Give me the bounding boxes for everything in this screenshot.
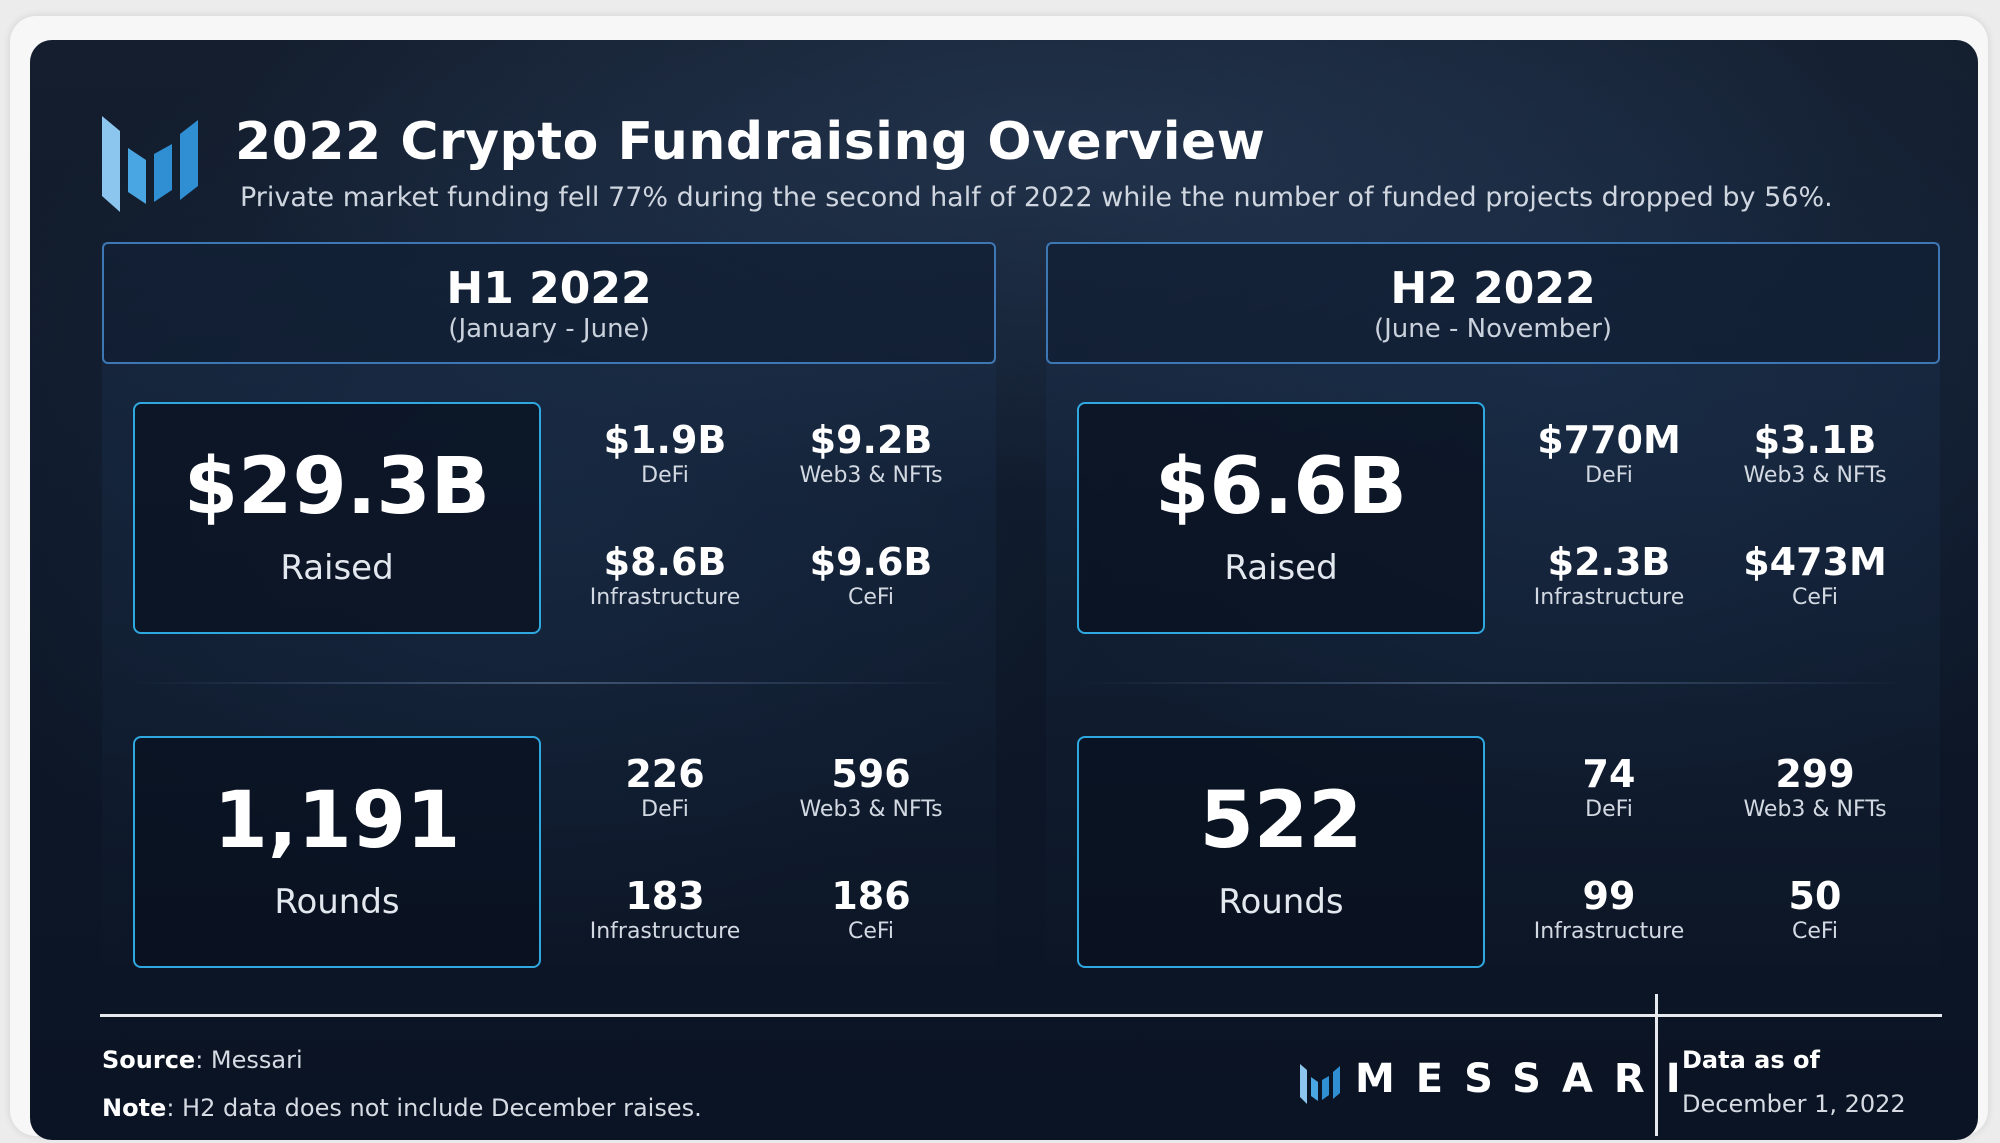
stat-value: $1.9B — [603, 418, 727, 462]
raised-total-box: $29.3B Raised — [133, 402, 541, 634]
half-header: H1 2022 (January - June) — [102, 242, 996, 364]
stat-value: 99 — [1582, 874, 1636, 918]
stat-value: $9.6B — [809, 540, 933, 584]
stat-label: Web3 & NFTs — [1743, 463, 1887, 488]
messari-m-icon — [102, 116, 198, 212]
note-label: Note — [102, 1094, 167, 1122]
stat-cefi-rounds: 50 CeFi — [1715, 874, 1915, 946]
section-divider — [1076, 682, 1906, 684]
stat-defi-raised: $1.9B DeFi — [565, 418, 765, 490]
stat-label: Infrastructure — [589, 585, 741, 610]
stat-label: DeFi — [641, 797, 689, 822]
stat-label: DeFi — [1585, 797, 1633, 822]
stat-value: 74 — [1582, 752, 1636, 796]
stat-infrastructure-rounds: 183 Infrastructure — [565, 874, 765, 946]
raised-total-label: Raised — [280, 548, 394, 588]
stat-label: CeFi — [1791, 585, 1839, 610]
stat-label: DeFi — [641, 463, 689, 488]
data-as-of-label: Data as of — [1682, 1046, 1820, 1074]
stat-infrastructure-raised: $8.6B Infrastructure — [565, 540, 765, 612]
stat-label: DeFi — [1585, 463, 1633, 488]
stat-defi-rounds: 74 DeFi — [1509, 752, 1709, 824]
note-value: : H2 data does not include December rais… — [166, 1094, 702, 1122]
source-label: Source — [102, 1046, 196, 1074]
stat-label: Infrastructure — [1533, 919, 1685, 944]
stat-value: $8.6B — [603, 540, 727, 584]
stat-value: 299 — [1775, 752, 1855, 796]
raised-total-value: $29.3B — [183, 442, 491, 532]
rounds-total-value: 522 — [1199, 776, 1363, 866]
stat-web3-raised: $3.1B Web3 & NFTs — [1715, 418, 1915, 490]
half-date-range: (June - November) — [1373, 314, 1613, 344]
stat-label: CeFi — [1791, 919, 1839, 944]
page-title: 2022 Crypto Fundraising Overview — [235, 112, 1266, 172]
half-h2-panel: H2 2022 (June - November) $6.6B Raised $… — [1046, 242, 1940, 968]
data-as-of-date: December 1, 2022 — [1682, 1090, 1906, 1118]
page-subtitle: Private market funding fell 77% during t… — [240, 182, 1833, 213]
stat-web3-rounds: 299 Web3 & NFTs — [1715, 752, 1915, 824]
stat-value: 226 — [625, 752, 705, 796]
half-header: H2 2022 (June - November) — [1046, 242, 1940, 364]
rounds-total-label: Rounds — [274, 882, 400, 922]
stat-label: Web3 & NFTs — [1743, 797, 1887, 822]
stat-cefi-rounds: 186 CeFi — [771, 874, 971, 946]
stat-label: Web3 & NFTs — [799, 797, 943, 822]
messari-wordmark: MESSARI — [1355, 1056, 1702, 1102]
stat-value: 186 — [831, 874, 911, 918]
stat-infrastructure-raised: $2.3B Infrastructure — [1509, 540, 1709, 612]
stat-value: $770M — [1537, 418, 1681, 462]
rounds-total-box: 522 Rounds — [1077, 736, 1485, 968]
half-date-range: (January - June) — [448, 314, 650, 344]
source-line: Source: Messari — [102, 1046, 303, 1074]
stat-infrastructure-rounds: 99 Infrastructure — [1509, 874, 1709, 946]
stat-defi-rounds: 226 DeFi — [565, 752, 765, 824]
footer-divider — [100, 1014, 1942, 1017]
stat-value: 50 — [1788, 874, 1842, 918]
footer-vertical-divider — [1655, 994, 1658, 1136]
outer-frame: 2022 Crypto Fundraising Overview Private… — [10, 16, 1988, 1140]
stat-cefi-raised: $9.6B CeFi — [771, 540, 971, 612]
stat-defi-raised: $770M DeFi — [1509, 418, 1709, 490]
rounds-total-value: 1,191 — [213, 776, 461, 866]
stat-value: $3.1B — [1753, 418, 1877, 462]
stat-value: 596 — [831, 752, 911, 796]
raised-total-label: Raised — [1224, 548, 1338, 588]
section-divider — [132, 682, 962, 684]
stat-cefi-raised: $473M CeFi — [1715, 540, 1915, 612]
stat-web3-rounds: 596 Web3 & NFTs — [771, 752, 971, 824]
infographic-card: 2022 Crypto Fundraising Overview Private… — [30, 40, 1978, 1140]
half-h1-panel: H1 2022 (January - June) $29.3B Raised $… — [102, 242, 996, 968]
source-value: : Messari — [195, 1046, 303, 1074]
messari-small-m-icon — [1300, 1064, 1340, 1104]
stat-value: 183 — [625, 874, 705, 918]
stat-web3-raised: $9.2B Web3 & NFTs — [771, 418, 971, 490]
raised-total-box: $6.6B Raised — [1077, 402, 1485, 634]
half-title: H2 2022 — [1390, 263, 1596, 314]
stat-label: CeFi — [847, 919, 895, 944]
stat-label: Web3 & NFTs — [799, 463, 943, 488]
rounds-total-label: Rounds — [1218, 882, 1344, 922]
stat-value: $2.3B — [1547, 540, 1671, 584]
stat-label: Infrastructure — [589, 919, 741, 944]
half-title: H1 2022 — [446, 263, 652, 314]
note-line: Note: H2 data does not include December … — [102, 1094, 702, 1122]
stat-label: CeFi — [847, 585, 895, 610]
rounds-total-box: 1,191 Rounds — [133, 736, 541, 968]
stat-value: $473M — [1743, 540, 1887, 584]
stat-label: Infrastructure — [1533, 585, 1685, 610]
raised-total-value: $6.6B — [1155, 442, 1407, 532]
stat-value: $9.2B — [809, 418, 933, 462]
